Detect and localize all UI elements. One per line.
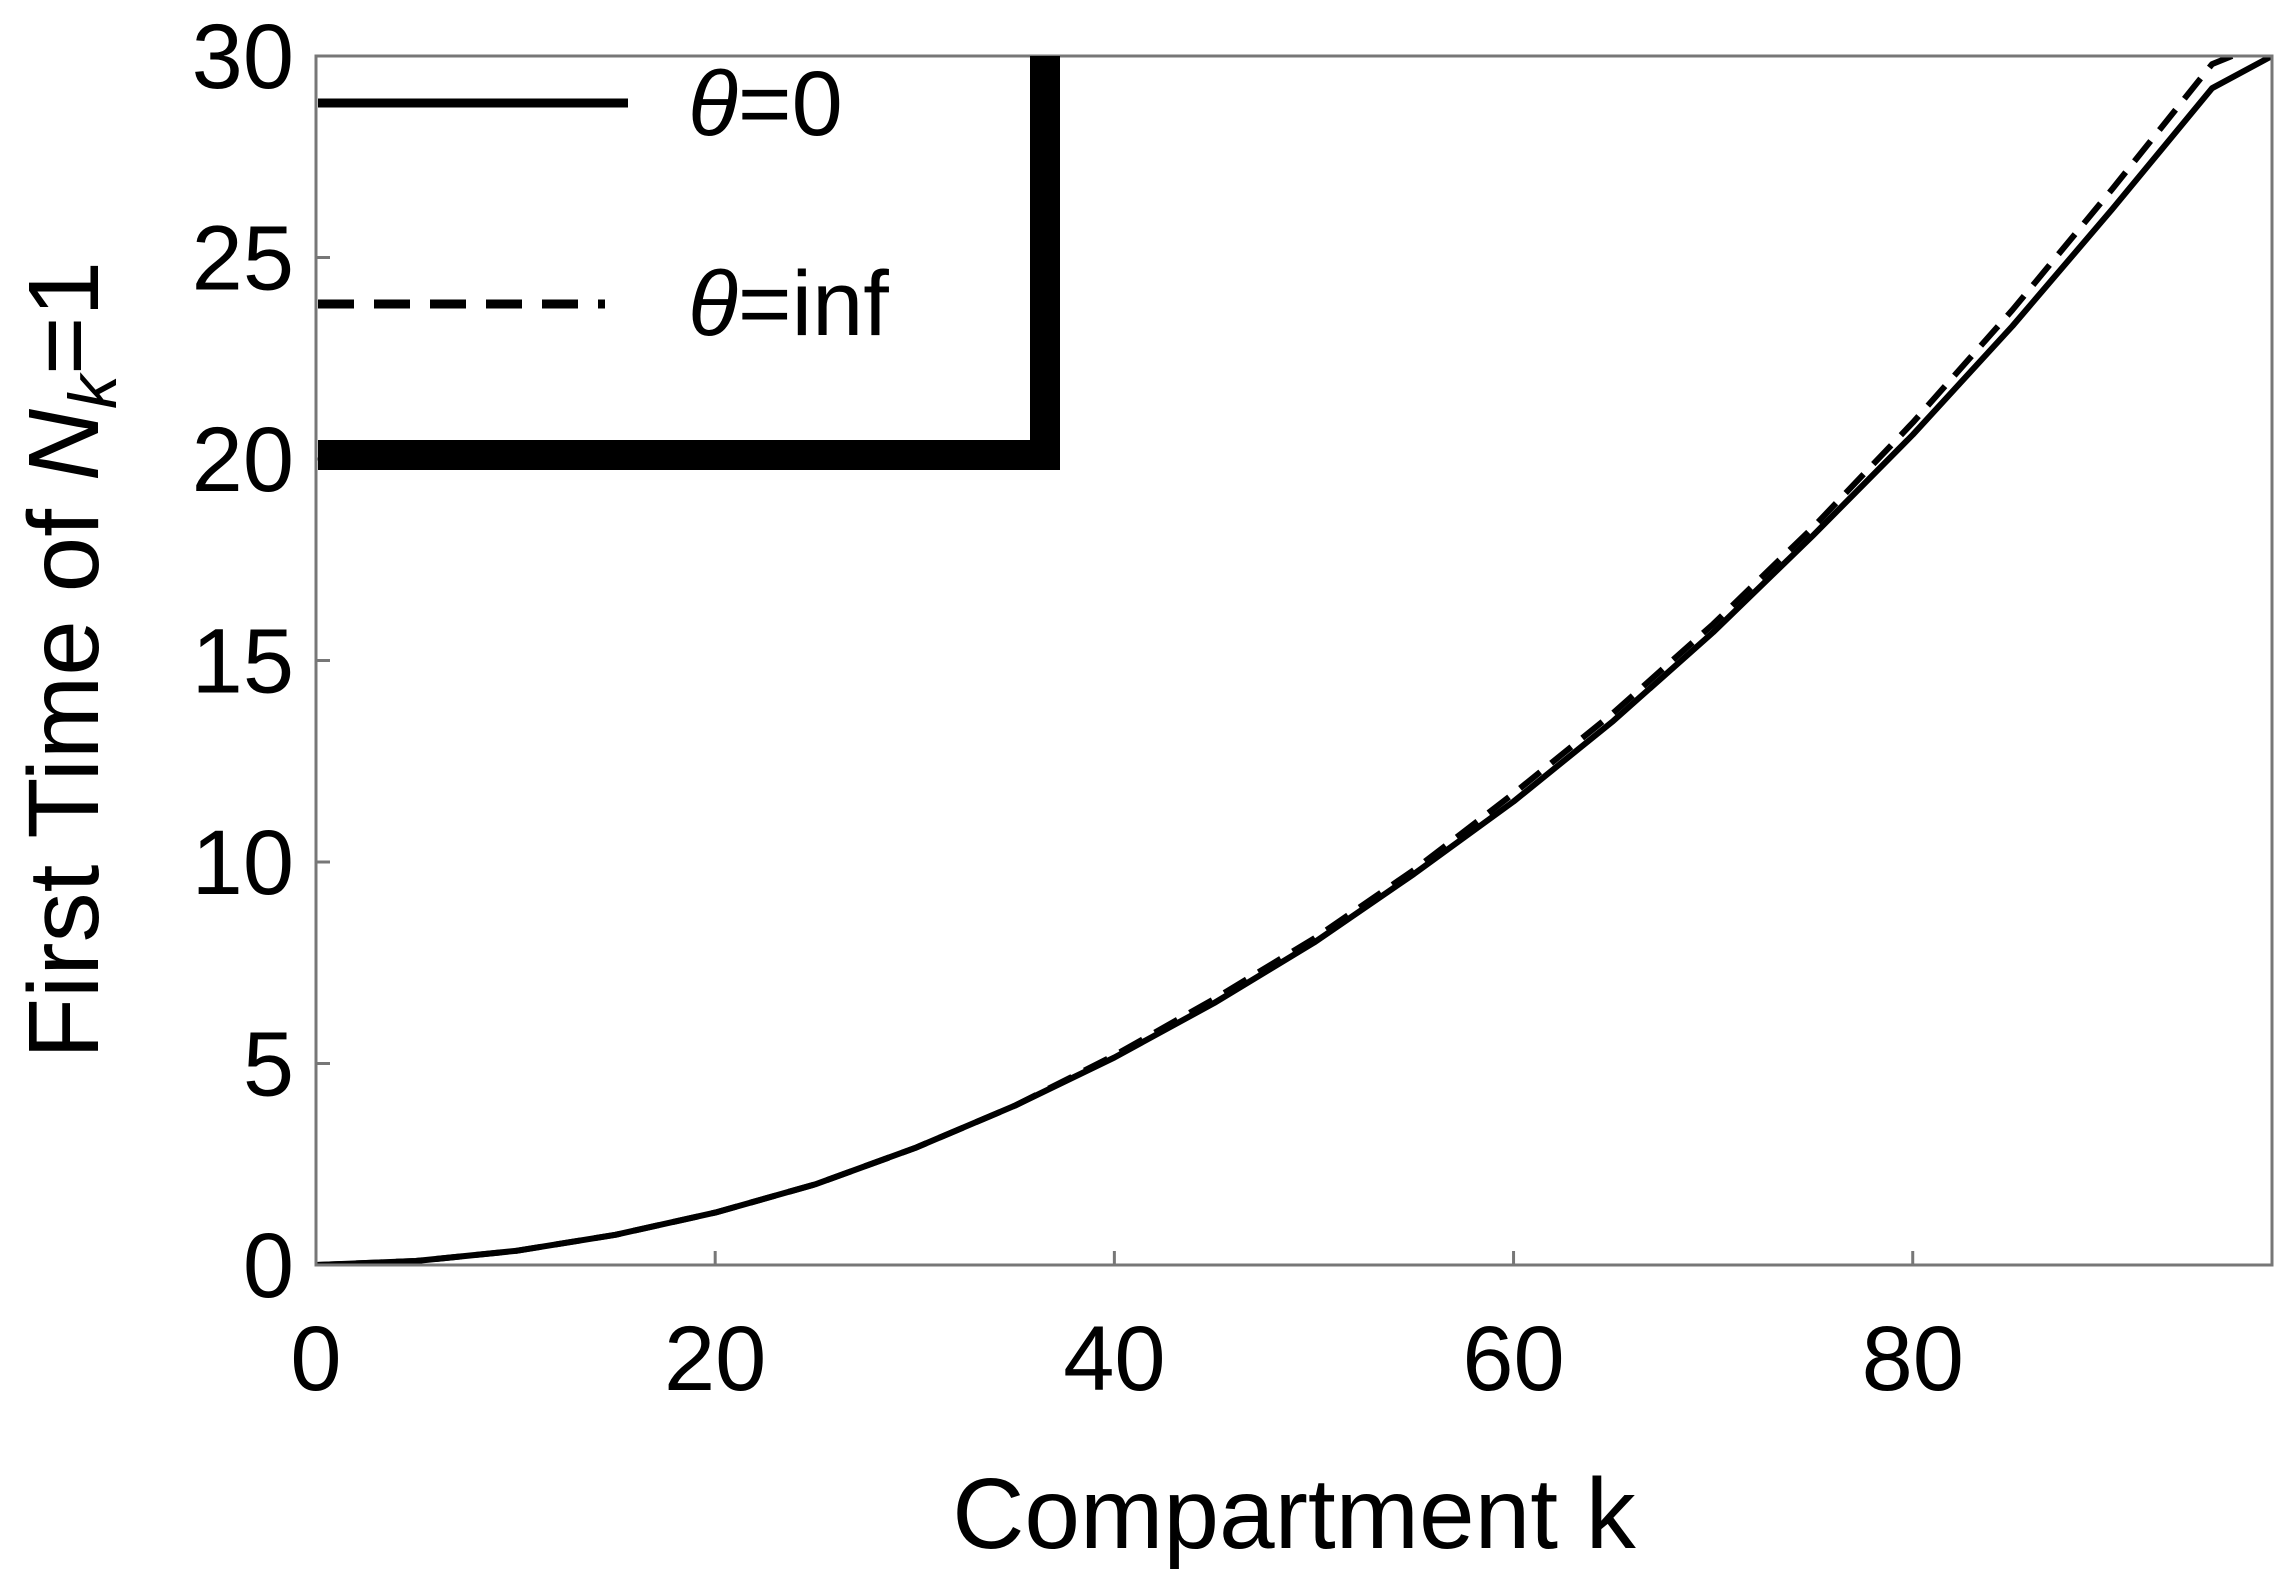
- y-axis-title-sub: k: [55, 372, 131, 409]
- legend-text-0: =0: [738, 53, 843, 155]
- y-tick-label: 25: [192, 208, 294, 310]
- y-tick-label: 30: [192, 6, 294, 108]
- x-tick-label: 80: [1862, 1308, 1964, 1410]
- y-tick-label: 0: [243, 1215, 294, 1317]
- y-tick-label: 5: [243, 1014, 294, 1116]
- y-tick-label: 20: [192, 409, 294, 511]
- legend-label-theta-inf: θ=inf: [688, 253, 889, 355]
- legend-symbol-1: θ: [688, 253, 738, 355]
- x-tick-label: 0: [290, 1308, 341, 1410]
- legend-label-theta-0: θ=0: [688, 53, 843, 155]
- x-tick-label: 40: [1063, 1308, 1165, 1410]
- legend-symbol-0: θ: [688, 53, 738, 155]
- legend-frame: [318, 56, 1060, 470]
- legend-text-1: =inf: [738, 253, 889, 355]
- x-tick-label: 20: [664, 1308, 766, 1410]
- series-line-theta-inf: [316, 56, 2241, 1265]
- y-axis-title-prefix: First Time of: [8, 481, 120, 1059]
- legend: θ=0 θ=inf: [318, 53, 1060, 470]
- y-axis-title-suffix: =1: [8, 261, 120, 375]
- x-axis-title: Compartment k: [952, 1458, 1637, 1570]
- x-tick-label: 60: [1462, 1308, 1564, 1410]
- y-tick-label: 15: [192, 611, 294, 713]
- y-tick-label: 10: [192, 812, 294, 914]
- y-axis-title: First Time of Nk=1: [8, 261, 131, 1059]
- y-axis-title-var: N: [8, 408, 120, 481]
